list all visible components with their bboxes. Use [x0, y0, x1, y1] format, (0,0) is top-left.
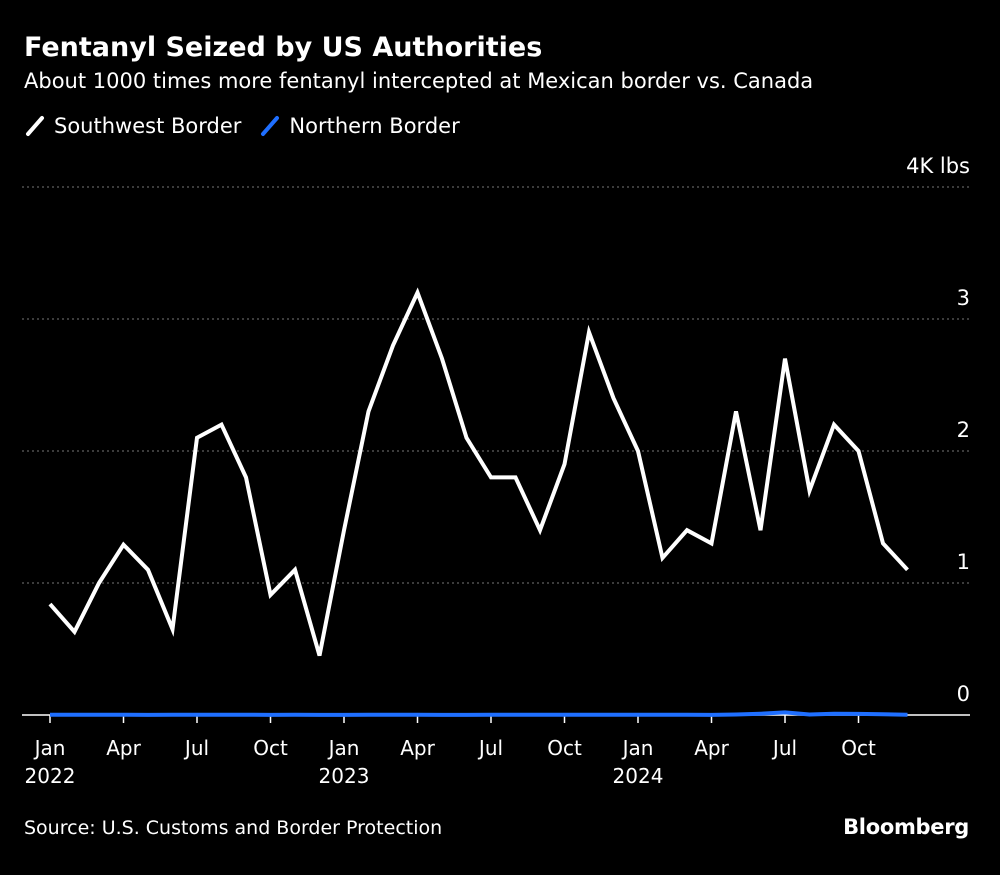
y-tick-label: 4K lbs: [906, 154, 970, 178]
y-tick-label: 2: [957, 418, 970, 442]
legend-item-southwest: Southwest Border: [24, 114, 241, 138]
y-tick-label: 3: [957, 286, 970, 310]
legend-label-southwest: Southwest Border: [54, 114, 242, 138]
y-tick-label: 0: [957, 682, 970, 706]
chart-subtitle: About 1000 times more fentanyl intercept…: [24, 69, 814, 93]
x-tick-label: Jul: [477, 736, 503, 760]
source-note: Source: U.S. Customs and Border Protecti…: [24, 817, 443, 839]
x-tick-label: Oct: [547, 736, 582, 760]
x-axis-ticks: Jan 2022 Apr Jul Oct Jan 2023 Apr Jul Oct Jan 2024 A…: [25, 715, 876, 788]
x-tick-label: Jul: [183, 736, 209, 760]
legend-item-northern: Northern Border: [259, 114, 460, 138]
legend: Southwest Border Northern Border: [24, 114, 478, 138]
legend-swatch-northern-icon: [261, 116, 280, 136]
x-tick-label: Apr: [694, 736, 729, 760]
x-tick-label: Jan: [621, 736, 654, 760]
x-tick-year-label: 2022: [25, 764, 76, 788]
x-tick-label: Jan: [33, 736, 66, 760]
series: [48, 287, 909, 717]
gridlines: [22, 186, 970, 716]
x-tick-label: Jul: [771, 736, 797, 760]
x-tick-label: Oct: [841, 736, 876, 760]
brand-logo: Bloomberg: [843, 815, 969, 839]
chart-title: Fentanyl Seized by US Authorities: [24, 32, 543, 63]
x-tick-label: Apr: [106, 736, 141, 760]
x-tick-label: Oct: [253, 736, 288, 760]
x-tick-label: Jan: [327, 736, 360, 760]
series-line-northern: [50, 710, 908, 717]
y-axis-ticks: 0 1 2 3 4K lbs: [906, 154, 970, 706]
legend-label-northern: Northern Border: [289, 114, 460, 138]
legend-swatch-southwest-icon: [26, 116, 44, 136]
series-line-southwest: [48, 287, 909, 657]
x-tick-year-label: 2024: [613, 764, 664, 788]
y-tick-label: 1: [957, 550, 970, 574]
x-tick-label: Apr: [400, 736, 435, 760]
x-tick-year-label: 2023: [319, 764, 370, 788]
